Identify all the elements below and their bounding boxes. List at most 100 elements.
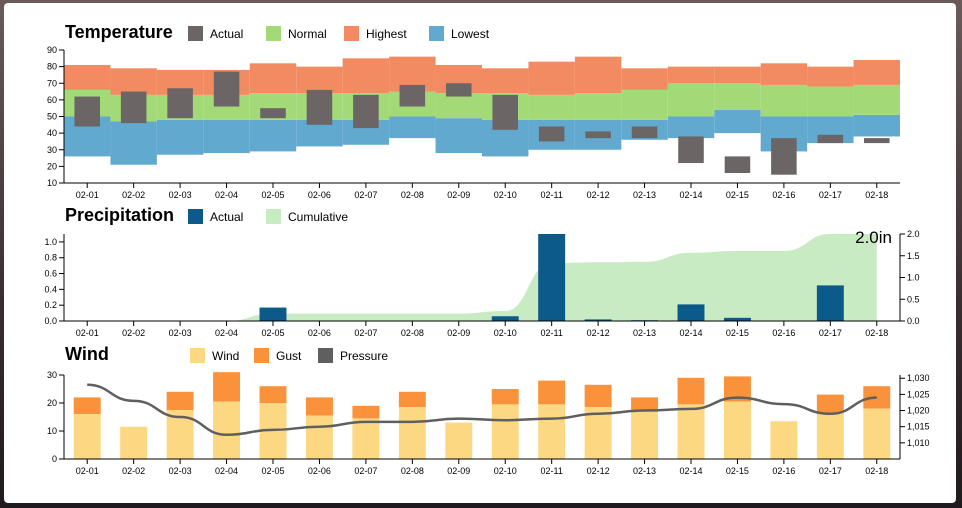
temperature-y-tick-label: 20 xyxy=(47,161,57,171)
temperature-y-tick-label: 50 xyxy=(47,112,57,122)
temperature-y-tick-label: 60 xyxy=(47,95,57,105)
temperature-x-tick-label: 02-18 xyxy=(865,190,888,200)
temperature-legend-label: Actual xyxy=(210,27,243,41)
wind-x-tick-label: 02-04 xyxy=(215,466,238,476)
temperature-highest-band xyxy=(714,66,761,84)
wind-gust-bar xyxy=(166,391,194,410)
temperature-normal-band xyxy=(714,83,761,110)
precipitation-total-label: 2.0in xyxy=(855,228,892,247)
wind-gust-bar xyxy=(631,397,659,412)
temperature-actual-bar xyxy=(213,71,240,107)
temperature-x-tick-label: 02-10 xyxy=(494,190,517,200)
wind-y2-tick-label: 1,010 xyxy=(907,438,930,448)
wind-x-tick-label: 02-16 xyxy=(772,466,795,476)
temperature-normal-band xyxy=(574,93,622,120)
precipitation-x-tick-label: 02-04 xyxy=(215,328,238,338)
temperature-actual-bar xyxy=(771,138,797,175)
wind-speed-bar xyxy=(305,415,333,459)
temperature-lowest-band xyxy=(714,109,761,134)
precipitation-legend-swatch xyxy=(188,209,203,224)
precipitation-actual-bar xyxy=(491,316,519,321)
temperature-actual-bar xyxy=(492,94,518,130)
temperature-actual-bar xyxy=(864,138,890,144)
precipitation-x-tick-label: 02-09 xyxy=(447,328,470,338)
wind-x-tick-label: 02-01 xyxy=(76,466,99,476)
wind-y-tick-label: 0 xyxy=(52,454,57,464)
precipitation-legend-label: Cumulative xyxy=(288,210,348,224)
temperature-legend-label: Lowest xyxy=(451,27,490,41)
temperature-x-tick-label: 02-05 xyxy=(261,190,284,200)
precipitation-title: Precipitation xyxy=(65,205,174,225)
wind-title: Wind xyxy=(65,344,109,364)
temperature-lowest-band xyxy=(110,121,157,165)
wind-gust-bar xyxy=(863,386,891,409)
temperature-x-tick-label: 02-15 xyxy=(726,190,749,200)
temperature-actual-bar xyxy=(817,134,844,144)
temperature-legend-swatch xyxy=(266,26,281,41)
temperature-normal-band xyxy=(760,84,808,117)
precipitation-actual-bar xyxy=(677,304,705,321)
temperature-legend-label: Normal xyxy=(288,27,327,41)
precipitation-x-tick-label: 02-01 xyxy=(76,328,99,338)
precipitation-y-tick-label: 0.2 xyxy=(44,300,57,310)
temperature-legend-swatch xyxy=(429,26,444,41)
wind-speed-bar xyxy=(213,401,241,459)
wind-speed-bar xyxy=(723,401,751,459)
wind-x-tick-label: 02-06 xyxy=(308,466,331,476)
temperature-x-tick-label: 02-03 xyxy=(169,190,192,200)
temperature-actual-bar xyxy=(724,156,751,174)
temperature-highest-band xyxy=(807,66,854,87)
precipitation-actual-bar xyxy=(538,234,566,321)
weather-dashboard-card: Temperature Actual Normal Highest Lowest 02-0… xyxy=(4,3,956,503)
temperature-actual-bar xyxy=(631,126,658,139)
temperature-x-tick-label: 02-11 xyxy=(540,190,562,200)
wind-y2-tick-label: 1,015 xyxy=(907,422,930,432)
wind-speed-bar xyxy=(352,418,380,459)
precipitation-actual-bar xyxy=(816,285,844,321)
temperature-lowest-band xyxy=(389,116,436,139)
wind-pressure-line xyxy=(87,383,877,437)
wind-legend-swatch xyxy=(254,348,269,363)
temperature-actual-bar xyxy=(399,84,426,107)
wind-legend-swatch xyxy=(318,348,333,363)
wind-x-tick-label: 02-03 xyxy=(169,466,192,476)
temperature-normal-band xyxy=(807,86,854,117)
temperature-legend-swatch xyxy=(188,26,203,41)
wind-x-tick-label: 02-08 xyxy=(401,466,424,476)
wind-gust-bar xyxy=(352,405,380,419)
precipitation-x-tick-label: 02-03 xyxy=(169,328,192,338)
temperature-lowest-band xyxy=(667,116,715,139)
wind-gust-bar xyxy=(491,389,519,405)
temperature-x-tick-label: 02-17 xyxy=(819,190,842,200)
wind-x-tick-label: 02-14 xyxy=(679,466,702,476)
precipitation-cumulative-area xyxy=(87,234,877,321)
wind-legend-label: Wind xyxy=(212,349,239,363)
wind-legend-swatch xyxy=(190,348,205,363)
temperature-x-tick-label: 02-08 xyxy=(401,190,424,200)
temperature-y-tick-label: 30 xyxy=(47,145,57,155)
temperature-y-tick-label: 10 xyxy=(47,178,57,188)
wind-legend-label: Pressure xyxy=(340,349,388,363)
temperature-highest-band xyxy=(760,63,808,85)
temperature-lowest-band xyxy=(249,119,297,152)
temperature-normal-band xyxy=(621,89,668,120)
wind-x-tick-label: 02-09 xyxy=(447,466,470,476)
temperature-actual-bar xyxy=(678,136,704,164)
wind-speed-bar xyxy=(677,404,705,459)
temperature-highest-band xyxy=(574,56,622,94)
precipitation-x-tick-label: 02-05 xyxy=(261,328,284,338)
precipitation-x-tick-label: 02-07 xyxy=(354,328,377,338)
temperature-normal-band xyxy=(853,84,900,115)
wind-gust-bar xyxy=(584,384,612,408)
temperature-lowest-band xyxy=(853,114,900,137)
temperature-actual-bar xyxy=(306,89,333,125)
precipitation-x-tick-label: 02-16 xyxy=(772,328,795,338)
precipitation-x-tick-label: 02-06 xyxy=(308,328,331,338)
temperature-highest-band xyxy=(64,64,111,90)
precipitation-x-tick-label: 02-17 xyxy=(819,328,842,338)
precipitation-legend-swatch xyxy=(266,209,281,224)
temperature-normal-band xyxy=(435,93,482,119)
temperature-y-tick-label: 80 xyxy=(47,62,57,72)
wind-y2-tick-label: 1,020 xyxy=(907,406,930,416)
precipitation-x-tick-label: 02-13 xyxy=(633,328,656,338)
